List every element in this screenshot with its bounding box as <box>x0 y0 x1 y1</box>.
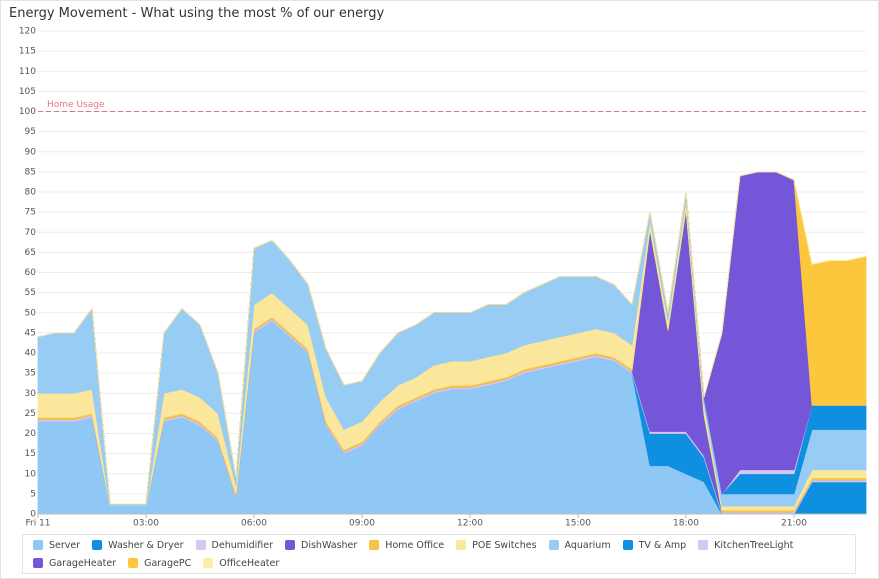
widget-title: Energy Movement - What using the most % … <box>9 6 385 21</box>
legend-item[interactable]: POE Switches <box>456 536 537 554</box>
y-tick-label: 95 <box>25 127 36 137</box>
y-tick-label: 45 <box>25 328 36 338</box>
y-tick-label: 80 <box>25 188 37 198</box>
x-tick-label: 09:00 <box>349 519 375 529</box>
y-tick-label: 100 <box>19 107 36 117</box>
legend-label: TV & Amp <box>638 539 687 551</box>
y-tick-label: 115 <box>19 47 36 57</box>
y-tick-label: 105 <box>19 87 36 97</box>
legend-item[interactable]: Home Office <box>369 536 444 554</box>
legend-item[interactable]: Dehumidifier <box>195 536 274 554</box>
legend-swatch <box>369 540 380 550</box>
x-tick-label: 12:00 <box>457 519 483 529</box>
legend-swatch <box>33 558 43 568</box>
legend-label: POE Switches <box>472 539 537 551</box>
y-tick-label: 10 <box>25 469 37 479</box>
y-tick-label: 65 <box>25 248 36 258</box>
chart: 0 5 10 15 20 25 30 35 40 45 50 55 60 65 70 75 80 85 90 95 10… <box>19 27 867 529</box>
y-tick-label: 5 <box>30 489 36 499</box>
legend: Server Washer & Dryer Dehumidifier DishWash… <box>22 534 856 574</box>
y-tick-label: 55 <box>25 288 36 298</box>
legend-item[interactable]: KitchenTreeLight <box>698 536 793 554</box>
x-tick-label: 15:00 <box>565 519 591 529</box>
legend-swatch <box>548 540 559 550</box>
y-tick-label: 25 <box>25 409 36 419</box>
x-tick-label: 18:00 <box>673 519 699 529</box>
legend-item[interactable]: DishWasher <box>285 536 357 554</box>
legend-label: GarageHeater <box>49 557 117 569</box>
y-tick-label: 75 <box>25 208 36 218</box>
y-tick-label: 50 <box>25 308 37 318</box>
legend-label: OfficeHeater <box>219 557 280 569</box>
y-tick-label: 15 <box>25 449 36 459</box>
threshold-label: Home Usage <box>47 100 105 110</box>
y-tick-label: 30 <box>25 389 37 399</box>
y-tick-label: 120 <box>19 27 36 37</box>
y-tick-label: 0 <box>30 510 36 520</box>
y-tick-label: 40 <box>25 349 37 359</box>
legend-swatch <box>698 540 709 550</box>
x-tick-label: Fri 11 <box>25 519 50 529</box>
legend-item[interactable]: Aquarium <box>548 536 611 554</box>
legend-label: KitchenTreeLight <box>714 539 794 551</box>
legend-swatch <box>128 558 139 568</box>
legend-swatch <box>33 540 43 550</box>
y-tick-label: 85 <box>25 167 36 177</box>
legend-label: Aquarium <box>564 539 611 551</box>
legend-item[interactable]: OfficeHeater <box>203 554 279 572</box>
legend-item[interactable]: Washer & Dryer <box>92 536 184 554</box>
y-tick-label: 35 <box>25 369 36 379</box>
y-tick-label: 90 <box>25 147 37 157</box>
x-tick-label: 21:00 <box>781 519 807 529</box>
y-tick-label: 110 <box>19 67 36 77</box>
area <box>37 171 867 505</box>
legend-label: GaragePC <box>144 557 192 569</box>
legend-label: Dehumidifier <box>211 539 274 551</box>
legend-swatch <box>622 540 633 550</box>
x-tick-label: 03:00 <box>133 519 159 529</box>
x-tick-label: 06:00 <box>241 519 267 529</box>
legend-label: Home Office <box>385 539 445 551</box>
y-tick-label: 20 <box>25 429 37 439</box>
y-tick-label: 70 <box>25 228 37 238</box>
legend-swatch <box>92 540 103 550</box>
legend-swatch <box>285 540 296 550</box>
legend-item[interactable]: Server <box>33 536 80 554</box>
legend-item[interactable]: TV & Amp <box>622 536 687 554</box>
y-tick-label: 60 <box>25 268 37 278</box>
legend-label: Server <box>49 539 81 551</box>
legend-label: DishWasher <box>301 539 358 551</box>
legend-item[interactable]: GarageHeater <box>33 554 116 572</box>
legend-label: Washer & Dryer <box>108 539 184 551</box>
legend-swatch <box>195 540 206 550</box>
legend-swatch <box>456 540 467 550</box>
legend-swatch <box>203 558 214 568</box>
legend-item[interactable]: GaragePC <box>128 554 191 572</box>
